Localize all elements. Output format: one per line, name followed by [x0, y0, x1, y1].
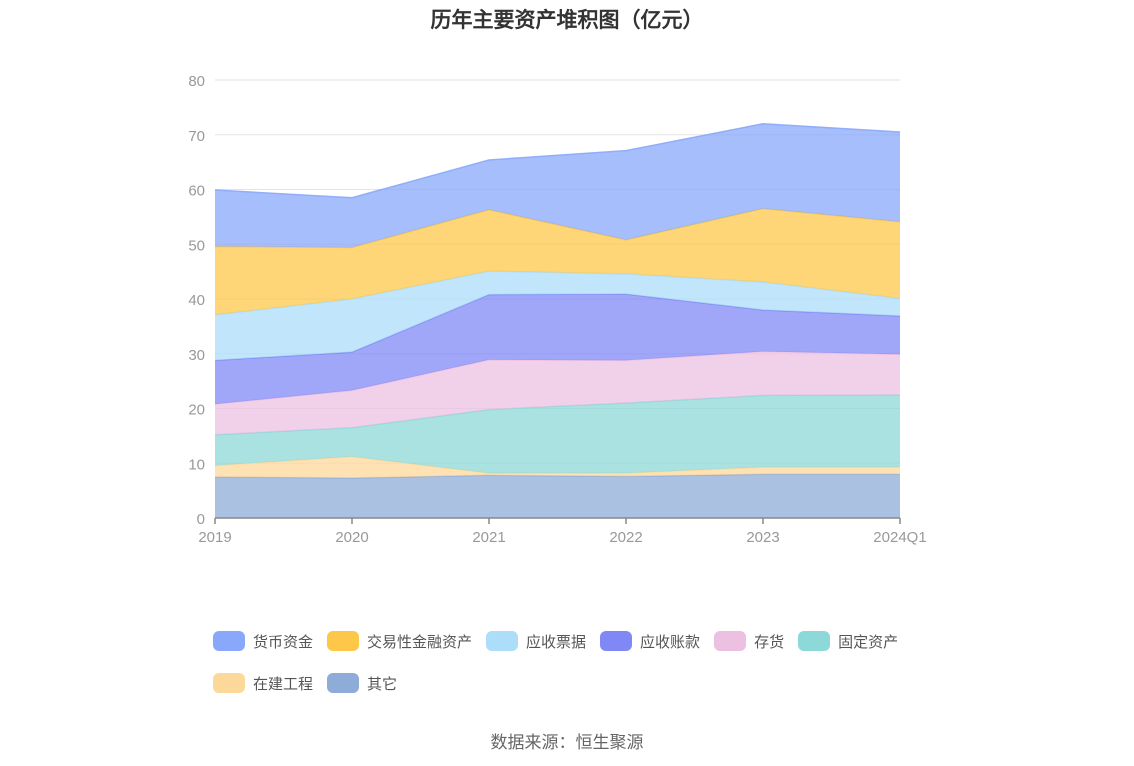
x-tick-label: 2019 — [198, 529, 231, 546]
y-tick-label: 20 — [188, 402, 205, 419]
x-tick-label: 2023 — [746, 529, 779, 546]
area-其它 — [215, 474, 900, 518]
legend-swatch — [213, 631, 245, 651]
legend-label: 固定资产 — [838, 632, 899, 651]
area-edge-应收账款 — [214, 293, 901, 362]
legend-item[interactable]: 其它 — [327, 672, 397, 694]
x-tick-label: 2022 — [609, 529, 642, 546]
legend-swatch — [213, 673, 245, 693]
area-货币资金 — [215, 123, 900, 248]
area-edge-货币资金 — [214, 123, 901, 199]
legend-item[interactable]: 货币资金 — [213, 630, 313, 652]
legend-item[interactable]: 存货 — [714, 630, 784, 652]
y-tick-label: 60 — [188, 183, 205, 200]
area-存货 — [215, 351, 900, 435]
chart-title: 历年主要资产堆积图（亿元） — [430, 8, 704, 32]
legend-label: 交易性金融资产 — [367, 632, 473, 651]
legend-swatch — [714, 631, 747, 651]
y-tick-label: 10 — [188, 456, 205, 473]
legend-swatch — [600, 631, 633, 651]
legend-item[interactable]: 在建工程 — [213, 672, 313, 694]
legend-item[interactable]: 交易性金融资产 — [327, 630, 472, 652]
legend: 货币资金 交易性金融资产 应收票据 应收账款 存货 固定资产在建工程 其它 — [213, 630, 953, 694]
legend-item[interactable]: 应收账款 — [600, 630, 700, 652]
axes: 0 10 20 30 40 50 60 70 80 2019 2020 2021 2022 2023 202… — [188, 73, 926, 546]
x-tick-label: 2024Q1 — [873, 529, 926, 546]
legend-label: 其它 — [367, 674, 398, 693]
legend-label: 应收票据 — [526, 632, 587, 651]
legend-swatch — [327, 673, 360, 693]
legend-swatch — [486, 631, 519, 651]
legend-label: 在建工程 — [253, 674, 314, 693]
area-固定资产 — [215, 394, 900, 474]
legend-item[interactable]: 固定资产 — [798, 630, 898, 652]
area-应收账款 — [215, 294, 900, 405]
y-tick-label: 30 — [188, 347, 205, 364]
legend-item[interactable]: 应收票据 — [486, 630, 586, 652]
stacked-area-chart: 0 10 20 30 40 50 60 70 80 2019 2020 2021 2022 2023 202… — [188, 73, 926, 546]
x-tick-label: 2021 — [472, 529, 505, 546]
legend-label: 货币资金 — [253, 632, 314, 651]
area-应收票据 — [215, 271, 900, 361]
y-tick-label: 40 — [188, 292, 205, 309]
y-tick-label: 80 — [188, 73, 205, 90]
legend-swatch — [327, 631, 360, 651]
area-在建工程 — [215, 456, 900, 479]
area-series — [214, 123, 901, 518]
y-tick-label: 0 — [197, 511, 205, 528]
y-tick-label: 50 — [188, 237, 205, 254]
area-交易性金融资产 — [215, 208, 900, 315]
y-tick-label: 70 — [188, 128, 205, 145]
x-tick-label: 2020 — [335, 529, 368, 546]
data-source: 数据来源：恒生聚源 — [490, 733, 644, 753]
legend-label: 存货 — [754, 632, 785, 651]
legend-swatch — [798, 631, 831, 651]
legend-label: 应收账款 — [640, 632, 701, 651]
